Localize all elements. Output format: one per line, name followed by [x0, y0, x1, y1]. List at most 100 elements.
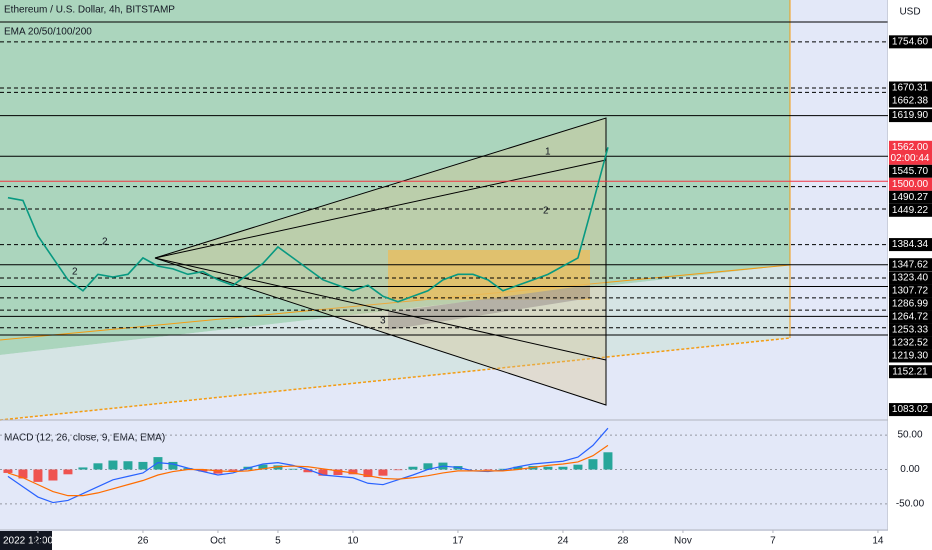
price-label: 1307.72 [892, 286, 929, 297]
triangle-edge [154, 117, 607, 406]
histogram-bar [588, 459, 598, 470]
channel [388, 285, 590, 330]
price-label-box [889, 310, 932, 324]
price-label: 1152.21 [892, 366, 928, 377]
x-tick-label: 24 [557, 536, 569, 547]
price-label: 1323.40 [892, 273, 929, 284]
histogram-bar [258, 464, 268, 470]
histogram-bar [303, 469, 313, 473]
annotation: 3 [380, 316, 386, 327]
cursor-label-box [0, 531, 52, 550]
price-label-box [889, 271, 932, 285]
chart-title: Ethereum / U.S. Dollar, 4h, BITSTAMP [4, 5, 175, 16]
price-label: 1500.00 [892, 179, 929, 190]
price-label-box [889, 140, 932, 165]
histogram-bar [123, 461, 133, 470]
price-label: 1083.02 [892, 404, 929, 415]
histogram-bar [423, 463, 433, 470]
x-tick-label: 17 [452, 536, 464, 547]
histogram-bar [378, 469, 388, 476]
x-tick-label: 19 [32, 536, 44, 547]
price-label-box [889, 323, 932, 337]
histogram-bar [183, 468, 193, 470]
histogram-bar [483, 469, 493, 471]
histogram-bar [513, 466, 523, 470]
triangle [155, 118, 606, 405]
time-axis [0, 531, 932, 550]
cursor-label: 2022 12:00 [3, 536, 53, 547]
histogram-bar [408, 466, 418, 470]
histogram-bar [498, 468, 508, 470]
histogram-bar [333, 469, 343, 475]
price-line [7, 147, 609, 303]
macd-line [7, 427, 609, 504]
histogram-bar [228, 469, 238, 471]
annotation: 2 [543, 206, 549, 217]
price-label-box [889, 297, 932, 311]
annotation: 2 [102, 237, 108, 248]
x-tick-label: 7 [770, 536, 776, 547]
indicator-label: MACD (12, 26, close, 9, EMA, EMA) [4, 433, 165, 444]
y-tick-label: 0.00 [900, 464, 920, 475]
price-label: 1253.33 [892, 325, 929, 336]
box [388, 250, 590, 300]
x-tick-label: 28 [617, 536, 629, 547]
price-label: 1264.72 [892, 312, 929, 323]
price-label: 1232.52 [892, 338, 929, 349]
price-label: 1545.70 [892, 166, 929, 177]
histogram-bar [363, 469, 373, 478]
zone [0, 0, 790, 355]
price-label-box [889, 336, 932, 350]
histogram-bar [168, 461, 178, 470]
histogram-bar [48, 469, 58, 481]
pitch-line [154, 257, 607, 361]
x-tick-label: 26 [137, 536, 149, 547]
histogram-bar [33, 469, 43, 482]
price-label-box [889, 164, 932, 178]
price-label-box [889, 35, 932, 49]
histogram-bar [558, 466, 568, 470]
price-label: 1286.99 [892, 299, 929, 310]
price-label: 1347.62 [892, 259, 929, 270]
price-label: 1662.38 [892, 96, 929, 107]
histogram-bar [393, 469, 403, 471]
price-label-box [889, 81, 932, 95]
price-label: 1670.31 [892, 83, 929, 94]
histogram-bar [198, 469, 208, 472]
histogram-bar [543, 466, 553, 470]
price-label: 1384.34 [892, 239, 929, 250]
histogram-bar [348, 469, 358, 475]
histogram-bar [318, 469, 328, 476]
price-label-box [889, 190, 932, 204]
histogram-bar [288, 468, 298, 470]
histogram-bar [63, 469, 73, 475]
histogram-bar [18, 469, 28, 479]
histogram-bar [3, 469, 13, 473]
trend-line [0, 337, 791, 421]
histogram-bar [573, 464, 583, 470]
histogram-bar [603, 452, 613, 470]
price-label-box [889, 349, 932, 363]
price-label-box [889, 365, 932, 379]
histogram-bar [138, 461, 148, 470]
macd-line [7, 444, 609, 497]
histogram-bar [108, 460, 118, 470]
price-label: 1219.30 [892, 351, 929, 362]
price-label-box [889, 94, 932, 108]
annotation: 1 [545, 147, 551, 158]
price-label-box [889, 238, 932, 252]
y-tick-label: -50.00 [896, 499, 925, 510]
histogram-bar [93, 463, 103, 470]
currency-label: USD [899, 7, 920, 18]
price-label-box [889, 284, 932, 298]
price-label: 1754.60 [892, 36, 929, 47]
annotation: 2 [72, 267, 78, 278]
x-tick-label: 14 [872, 536, 884, 547]
x-tick-label: 5 [275, 536, 281, 547]
x-tick-label: Nov [674, 536, 692, 547]
price-label: 1490.27 [892, 192, 929, 203]
x-tick-label: 10 [347, 536, 359, 547]
histogram-bar [273, 465, 283, 470]
price-label: 1449.22 [892, 205, 929, 216]
